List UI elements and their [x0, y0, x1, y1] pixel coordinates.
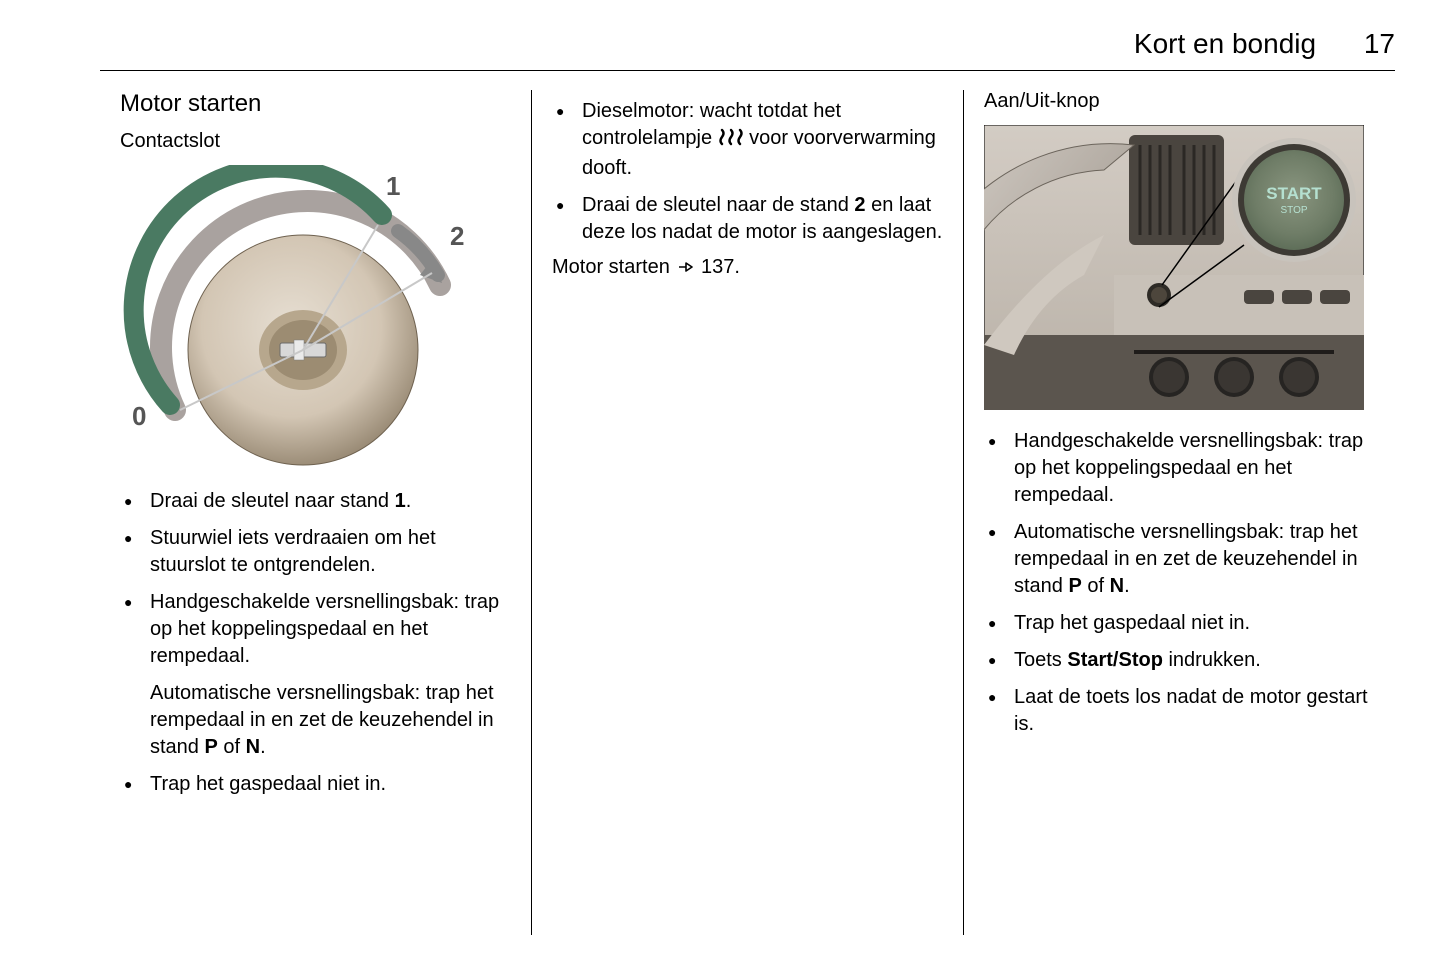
start-stop-diagram-svg: START STOP [984, 125, 1364, 410]
list-item: Draai de sleutel naar de stand 2 en laat… [552, 192, 943, 246]
manual-page: Kort en bondig 17 Motor starten Contacts… [0, 0, 1445, 965]
bold-text: Start/Stop [1067, 649, 1163, 671]
list-item: Draai de sleutel naar stand 1. [120, 488, 511, 515]
col3-bullets: Handgeschakelde versnellingsbak: trap op… [984, 428, 1375, 738]
list-item: Automatische versnellingsbak: trap het r… [984, 519, 1375, 600]
list-item: Handgeschakelde versnellingsbak: trap op… [120, 589, 511, 761]
list-item: Laat de toets los nadat de motor gestart… [984, 684, 1375, 738]
list-item: Trap het gaspedaal niet in. [984, 610, 1375, 637]
list-item-subpara: Automatische versnellingsbak: trap het r… [150, 680, 511, 761]
reference-arrow-icon [677, 258, 693, 281]
columns-container: Motor starten Contactslot [100, 90, 1395, 935]
start-button-label: START [1266, 184, 1322, 203]
preheat-icon [718, 127, 744, 155]
bold-text: N [1110, 575, 1124, 597]
col3-subsection-title: Aan/Uit-knop [984, 90, 1375, 113]
list-item: Handgeschakelde versnellingsbak: trap op… [984, 428, 1375, 509]
bold-text: 2 [854, 194, 865, 216]
list-item: Toets Start/Stop indrukken. [984, 647, 1375, 674]
section-title: Motor starten [120, 90, 511, 118]
column-1: Motor starten Contactslot [100, 90, 531, 935]
col2-bullets: Dieselmotor: wacht totdat het controlela… [552, 98, 943, 246]
ignition-label-1: 1 [386, 171, 400, 201]
header-rule [100, 70, 1395, 71]
stop-button-label: STOP [1280, 205, 1307, 216]
column-2: Dieselmotor: wacht totdat het controlela… [531, 90, 963, 935]
page-number: 17 [1364, 28, 1395, 60]
chapter-title: Kort en bondig [1134, 28, 1316, 60]
bold-text: P [1068, 575, 1081, 597]
list-item: Trap het gaspedaal niet in. [120, 771, 511, 798]
ignition-label-0: 0 [132, 401, 146, 431]
list-item: Stuurwiel iets verdraaien om het stuursl… [120, 525, 511, 579]
column-3: Aan/Uit-knop [963, 90, 1395, 935]
bold-text: N [246, 736, 260, 758]
figure-start-stop: START STOP [984, 125, 1364, 410]
figure-ignition: 0 1 2 [120, 165, 511, 470]
subsection-title: Contactslot [120, 130, 511, 153]
page-header: Kort en bondig 17 [1134, 28, 1395, 60]
ignition-diagram-svg: 0 1 2 [120, 165, 480, 470]
ignition-label-2: 2 [450, 221, 464, 251]
air-vent-icon [1129, 135, 1224, 245]
col2-reference: Motor starten 137. [552, 256, 943, 281]
bold-text: P [204, 736, 217, 758]
bold-text: 1 [395, 490, 406, 512]
col1-bullets: Draai de sleutel naar stand 1. Stuurwiel … [120, 488, 511, 798]
list-item: Dieselmotor: wacht totdat het controlela… [552, 98, 943, 182]
